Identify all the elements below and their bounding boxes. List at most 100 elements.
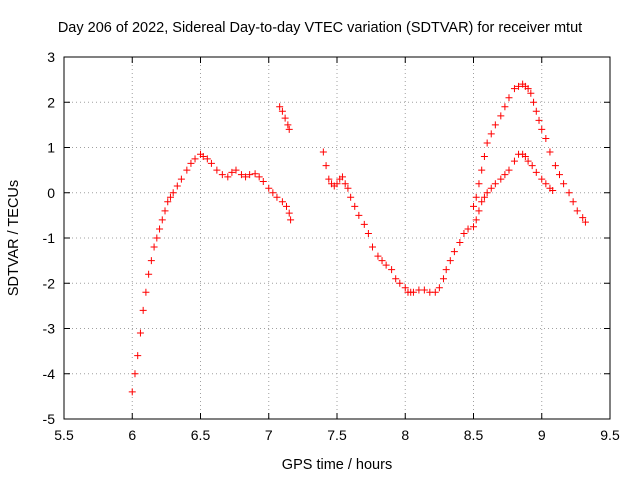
data-point [497, 175, 505, 183]
data-point [183, 166, 191, 174]
series-segment-1 [128, 150, 295, 396]
data-point [420, 286, 428, 294]
y-tick-label: -2 [43, 275, 56, 291]
y-tick-label: 0 [47, 185, 55, 201]
data-point [242, 173, 250, 181]
data-point [470, 202, 477, 210]
x-tick-label: 5.5 [54, 427, 74, 443]
data-point [128, 388, 136, 396]
data-point [487, 130, 495, 138]
data-point [460, 229, 468, 237]
data-point [505, 166, 513, 174]
data-point [278, 107, 286, 115]
data-point [347, 193, 355, 201]
data-point [555, 171, 563, 179]
data-point [164, 198, 172, 206]
data-point [285, 125, 293, 133]
data-point [487, 184, 495, 192]
data-point [232, 166, 240, 174]
data-point [269, 189, 277, 197]
data-point [535, 116, 543, 124]
x-tick-label: 9.5 [600, 427, 620, 443]
data-point [368, 243, 376, 251]
data-point [150, 243, 158, 251]
data-point [265, 184, 273, 192]
data-point [213, 166, 221, 174]
data-point [207, 159, 215, 167]
data-point [161, 207, 169, 215]
data-point [497, 112, 505, 120]
data-point [530, 98, 538, 106]
data-point [472, 216, 480, 224]
data-point [382, 261, 390, 269]
x-tick-label: 7 [265, 427, 273, 443]
grid-lines [64, 57, 610, 419]
data-point [218, 171, 226, 179]
data-point [515, 82, 523, 90]
data-point [396, 279, 404, 287]
data-point [145, 270, 153, 278]
x-tick-label: 9 [538, 427, 546, 443]
y-tick-label: -3 [43, 321, 56, 337]
data-point [224, 173, 232, 181]
data-point [521, 153, 529, 161]
data-point [153, 234, 161, 242]
data-point [478, 198, 486, 206]
data-point [505, 94, 513, 102]
x-tick-label: 6 [128, 427, 136, 443]
data-point [456, 239, 464, 247]
data-point [287, 216, 295, 224]
data-point [246, 171, 254, 179]
y-tick-label: 3 [47, 49, 55, 65]
chart-title: Day 206 of 2022, Sidereal Day-to-day VTE… [57, 20, 583, 36]
data-point [478, 166, 486, 174]
data-point [344, 184, 352, 192]
data-point [364, 229, 372, 237]
data-point [341, 180, 349, 188]
series-segment-4 [470, 80, 589, 226]
data-point [546, 148, 554, 156]
data-point [392, 275, 400, 283]
data-point [532, 107, 540, 115]
data-point [510, 157, 518, 165]
data-point [442, 266, 450, 274]
data-point [139, 306, 147, 314]
data-point [177, 175, 185, 183]
y-tick-label: -4 [43, 366, 56, 382]
data-point [173, 182, 181, 190]
data-point [409, 288, 417, 296]
data-point [475, 207, 483, 215]
data-point [319, 148, 327, 156]
data-point [501, 171, 509, 179]
data-point [131, 370, 139, 378]
data-point [527, 89, 535, 97]
data-point [565, 189, 573, 197]
series-segment-3 [319, 148, 557, 296]
data-point [491, 180, 499, 188]
x-tick-label: 8 [401, 427, 409, 443]
y-tick-label: -5 [43, 411, 56, 427]
y-tick-label: 1 [47, 140, 55, 156]
data-point [483, 189, 491, 197]
data-point [351, 202, 359, 210]
data-point [524, 157, 532, 165]
data-point [333, 180, 341, 188]
data-point [284, 121, 292, 129]
data-point [199, 153, 207, 161]
data-point [388, 266, 396, 274]
x-axis-label: GPS time / hours [281, 457, 393, 473]
data-point [551, 162, 559, 170]
data-point [538, 175, 546, 183]
data-point [532, 168, 540, 176]
data-point [237, 171, 245, 179]
data-point [355, 211, 363, 219]
data-point [524, 85, 532, 93]
data-point [538, 125, 546, 133]
data-point [581, 218, 589, 226]
data-point [281, 114, 289, 122]
data-point [259, 177, 267, 185]
data-point [156, 225, 164, 233]
tick-labels: 5.5 6 6.5 7 7.5 8 8.5 9 9.5 -5 -4 -3 -2 -1 0 1 2 3 [43, 49, 620, 443]
data-point [472, 193, 480, 201]
